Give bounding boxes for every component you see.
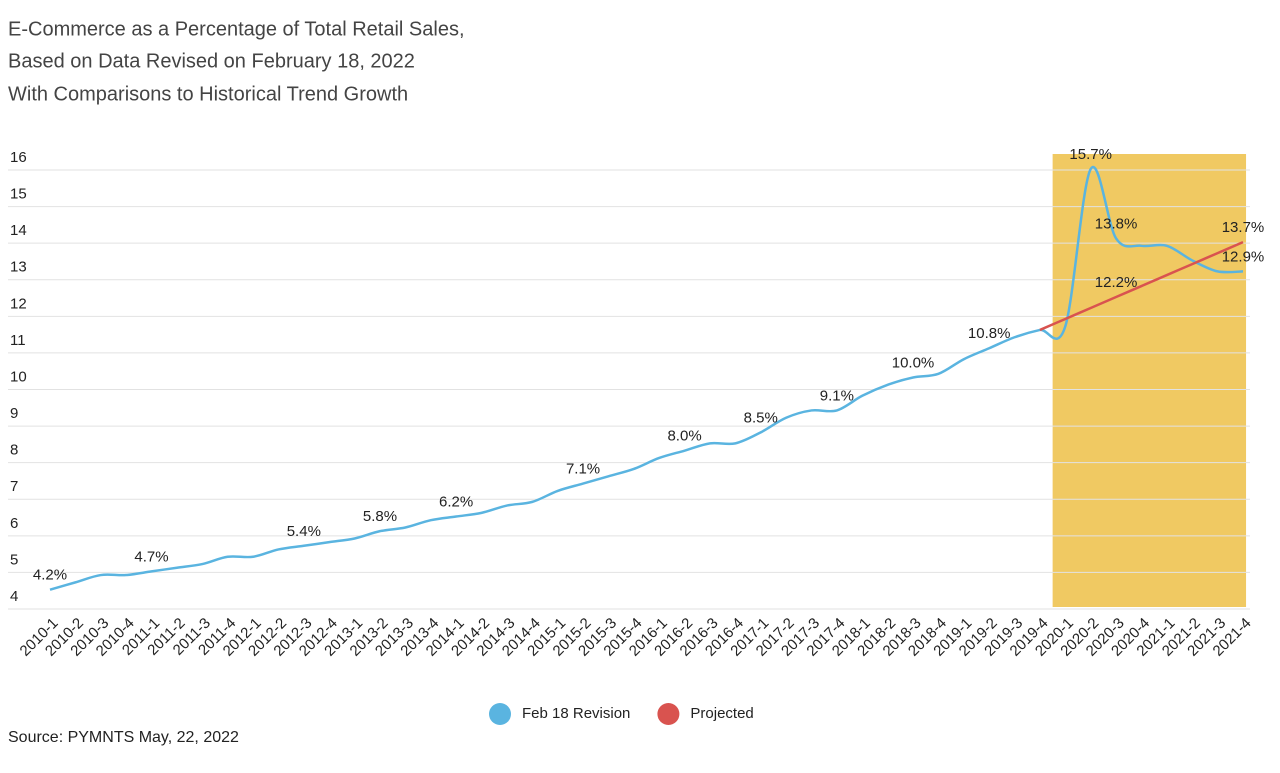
- y-tick-label: 5: [10, 551, 18, 568]
- highlight-band: [1052, 154, 1247, 607]
- data-label: 9.1%: [820, 387, 854, 404]
- y-tick-label: 14: [10, 222, 27, 239]
- y-tick-label: 9: [10, 405, 18, 422]
- data-label: 15.7%: [1069, 146, 1112, 163]
- data-label: 10.0%: [892, 354, 935, 371]
- y-tick-label: 15: [10, 186, 27, 203]
- chart-title: E-Commerce as a Percentage of Total Reta…: [8, 18, 465, 40]
- data-label: 8.0%: [667, 428, 701, 445]
- data-label: 13.8%: [1095, 215, 1138, 232]
- data-label: 5.8%: [363, 508, 397, 525]
- y-tick-label: 6: [10, 515, 18, 532]
- data-label: 4.2%: [33, 567, 67, 584]
- chart-title: Based on Data Revised on February 18, 20…: [8, 50, 415, 72]
- data-label: 6.2%: [439, 493, 473, 510]
- y-tick-label: 13: [10, 259, 27, 276]
- legend-marker: [489, 703, 511, 725]
- legend-label: Projected: [690, 705, 753, 722]
- y-tick-label: 10: [10, 368, 27, 385]
- data-label: 10.8%: [968, 325, 1011, 342]
- data-label: 4.7%: [134, 548, 168, 565]
- series-line: [49, 165, 1244, 591]
- y-tick-label: 12: [10, 295, 27, 312]
- source: Source: PYMNTS May, 22, 2022: [8, 729, 239, 746]
- data-label: 7.1%: [566, 461, 600, 478]
- legend-marker: [657, 703, 680, 725]
- y-tick-label: 8: [10, 442, 18, 459]
- y-tick-label: 16: [10, 149, 27, 166]
- y-tick-label: 11: [10, 332, 26, 349]
- data-label: 8.5%: [744, 409, 778, 426]
- y-tick-label: 7: [10, 478, 18, 495]
- series-line: [1039, 240, 1244, 332]
- y-tick-label: 4: [10, 588, 18, 605]
- data-label: 13.7%: [1222, 219, 1265, 236]
- data-label: 12.9%: [1222, 248, 1265, 265]
- chart-title: With Comparisons to Historical Trend Gro…: [8, 83, 408, 105]
- data-label: 12.2%: [1095, 274, 1138, 291]
- data-label: 5.4%: [287, 523, 321, 540]
- legend-label: Feb 18 Revision: [522, 705, 630, 722]
